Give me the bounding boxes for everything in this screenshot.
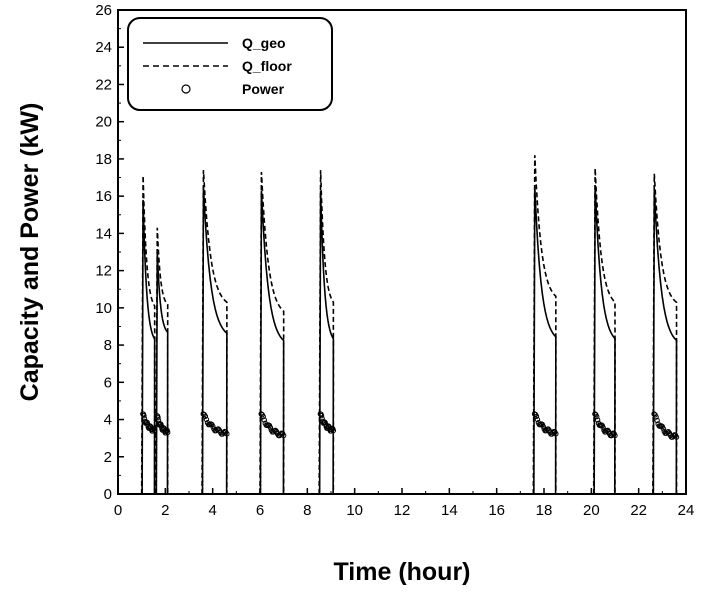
power-point — [600, 424, 606, 431]
power-point — [318, 412, 325, 419]
y-tick-label: 20 — [95, 114, 112, 131]
y-tick-label: 24 — [95, 39, 112, 56]
q-floor-line — [592, 168, 616, 495]
y-tick-label: 14 — [95, 225, 112, 242]
y-tick-label: 26 — [95, 2, 112, 19]
q-geo-line — [318, 190, 335, 495]
power-point — [330, 427, 337, 434]
x-tick-label: 18 — [536, 502, 553, 519]
x-axis-title: Time (hour) — [333, 558, 470, 586]
x-tick-label: 6 — [256, 502, 264, 519]
x-tick-label: 8 — [303, 502, 311, 519]
ticks-layer: 0 2 4 6 8 10 12 14 16 18 20 22 240246810121416182022… — [95, 2, 694, 519]
y-tick-label: 4 — [104, 412, 112, 429]
x-tick-label: 2 — [161, 502, 169, 519]
q-floor-line — [652, 173, 678, 495]
y-tick-label: 10 — [95, 300, 112, 317]
q-geo-line — [155, 251, 169, 495]
legend-box — [127, 17, 333, 111]
power-point — [155, 414, 161, 421]
legend: Q_geo Q_floor Power — [127, 17, 333, 111]
legend-label-q-floor: Q_floor — [242, 58, 292, 74]
q-geo-line — [201, 186, 228, 495]
x-tick-label: 0 — [114, 502, 122, 519]
power-point — [594, 417, 601, 423]
power-point — [612, 432, 618, 439]
q-geo-line — [259, 190, 285, 495]
power-point — [660, 425, 666, 432]
q-geo-line — [141, 199, 156, 495]
x-tick-label: 12 — [394, 502, 411, 519]
power-point — [165, 429, 171, 436]
power-point — [553, 431, 559, 437]
y-axis-title: Capacity and Power (kW) — [16, 103, 44, 402]
power-point — [267, 424, 274, 431]
power-point — [540, 423, 546, 430]
x-tick-label: 10 — [346, 502, 363, 519]
power-point — [280, 432, 287, 439]
q-floor-line — [532, 155, 557, 495]
y-tick-label: 2 — [104, 449, 112, 466]
q-geo-line — [652, 188, 678, 495]
series-layer — [140, 155, 680, 495]
power-point — [203, 416, 210, 423]
power-point — [210, 423, 216, 430]
q-geo-line — [593, 184, 616, 495]
x-tick-label: 24 — [678, 502, 695, 519]
legend-label-power: Power — [242, 81, 285, 97]
y-tick-label: 18 — [95, 151, 112, 168]
legend-marker-power — [181, 84, 191, 94]
q-floor-line — [201, 170, 228, 495]
power-point — [224, 431, 230, 437]
q-floor-line — [318, 170, 335, 495]
y-tick-label: 22 — [95, 76, 112, 93]
q-floor-line — [155, 227, 169, 495]
y-tick-label: 0 — [104, 486, 112, 503]
power-point — [654, 417, 660, 424]
y-tick-label: 6 — [104, 374, 112, 391]
power-point — [673, 434, 680, 440]
power-point — [261, 417, 267, 423]
y-tick-label: 16 — [95, 188, 112, 205]
x-tick-label: 4 — [208, 502, 216, 519]
q-geo-line — [533, 186, 557, 495]
y-tick-label: 8 — [104, 337, 112, 354]
power-point — [534, 416, 541, 423]
x-tick-label: 16 — [488, 502, 505, 519]
power-point — [141, 412, 147, 419]
x-tick-label: 20 — [583, 502, 600, 519]
y-tick-label: 12 — [95, 263, 112, 280]
x-tick-label: 14 — [441, 502, 458, 519]
x-tick-label: 22 — [630, 502, 647, 519]
q-floor-line — [140, 175, 156, 495]
legend-label-q-geo: Q_geo — [242, 35, 286, 51]
